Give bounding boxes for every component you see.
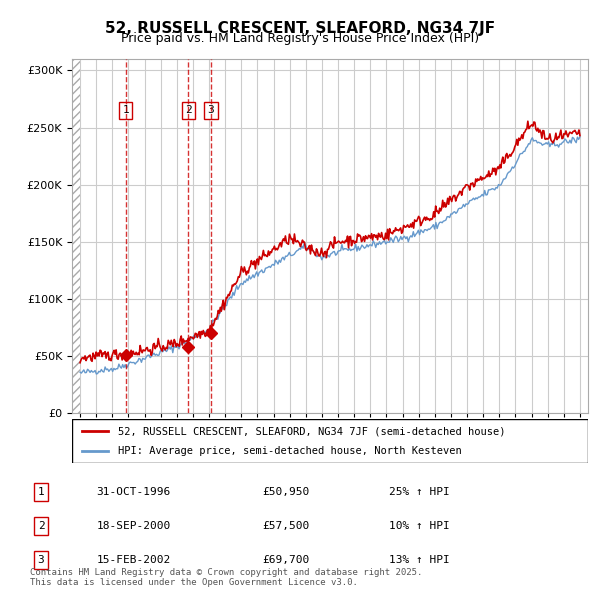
Text: £50,950: £50,950 bbox=[262, 487, 309, 497]
Text: 1: 1 bbox=[38, 487, 44, 497]
Text: 3: 3 bbox=[208, 106, 214, 116]
Bar bbox=[72, 59, 80, 413]
Text: 10% ↑ HPI: 10% ↑ HPI bbox=[389, 521, 449, 531]
Text: 15-FEB-2002: 15-FEB-2002 bbox=[96, 555, 170, 565]
Text: 52, RUSSELL CRESCENT, SLEAFORD, NG34 7JF (semi-detached house): 52, RUSSELL CRESCENT, SLEAFORD, NG34 7JF… bbox=[118, 427, 506, 436]
Text: £57,500: £57,500 bbox=[262, 521, 309, 531]
Text: 31-OCT-1996: 31-OCT-1996 bbox=[96, 487, 170, 497]
FancyBboxPatch shape bbox=[72, 419, 588, 463]
Text: Contains HM Land Registry data © Crown copyright and database right 2025.
This d: Contains HM Land Registry data © Crown c… bbox=[30, 568, 422, 587]
Text: Price paid vs. HM Land Registry's House Price Index (HPI): Price paid vs. HM Land Registry's House … bbox=[121, 32, 479, 45]
Text: 2: 2 bbox=[185, 106, 191, 116]
Text: 18-SEP-2000: 18-SEP-2000 bbox=[96, 521, 170, 531]
Text: 52, RUSSELL CRESCENT, SLEAFORD, NG34 7JF: 52, RUSSELL CRESCENT, SLEAFORD, NG34 7JF bbox=[105, 21, 495, 35]
Text: 25% ↑ HPI: 25% ↑ HPI bbox=[389, 487, 449, 497]
Text: 1: 1 bbox=[122, 106, 129, 116]
Text: 2: 2 bbox=[38, 521, 44, 531]
Text: 13% ↑ HPI: 13% ↑ HPI bbox=[389, 555, 449, 565]
Text: 3: 3 bbox=[38, 555, 44, 565]
Text: HPI: Average price, semi-detached house, North Kesteven: HPI: Average price, semi-detached house,… bbox=[118, 446, 462, 455]
Text: £69,700: £69,700 bbox=[262, 555, 309, 565]
